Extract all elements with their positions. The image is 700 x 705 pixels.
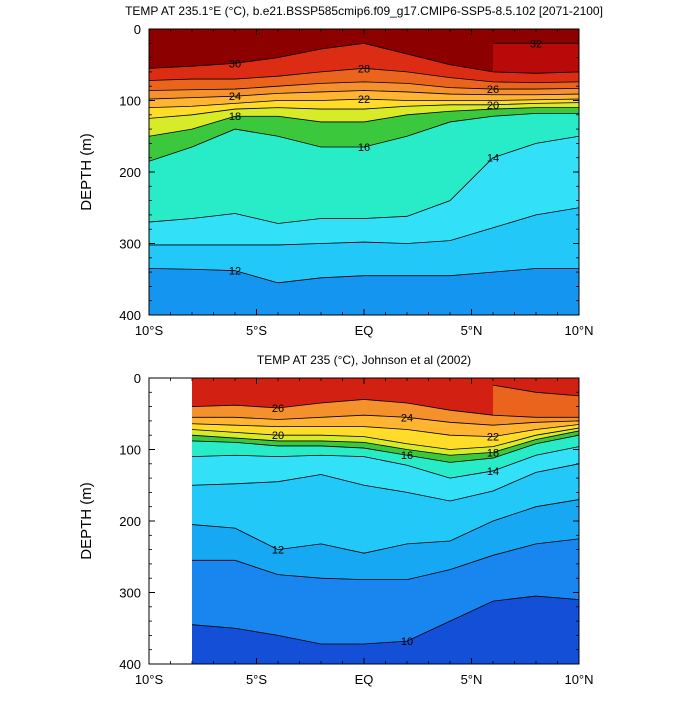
y-tick-label: 400 — [119, 308, 141, 323]
contour-label: 22 — [487, 432, 499, 444]
x-tick-label: 10°N — [564, 672, 593, 687]
isotherm-26 — [149, 81, 579, 91]
contour-label: 14 — [487, 466, 499, 478]
isotherm-12 — [149, 268, 579, 284]
contour-label: 20 — [487, 100, 499, 112]
y-tick-label: 300 — [119, 237, 141, 252]
isotherm-22 — [149, 98, 579, 109]
x-tick-label: 5°N — [461, 672, 483, 687]
contour-label: 24 — [401, 412, 413, 424]
isotherm-18 — [149, 107, 579, 137]
isotherm-30 — [149, 42, 579, 74]
y-tick-label: 200 — [119, 514, 141, 529]
isotherm-28 — [149, 67, 579, 84]
isotherm-16 — [149, 112, 579, 162]
contour-labels: 26 24 22 20 16 14 12 10 18 — [272, 403, 499, 648]
contour-label: 16 — [358, 142, 370, 154]
contour-label: 12 — [272, 545, 284, 557]
x-tick-label: 10°N — [564, 323, 593, 338]
contour-label: 26 — [487, 84, 499, 96]
chart-panel-1: 30 28 26 24 22 20 18 16 14 12 32 TEMP AT 235.1°E (°… — [78, 4, 603, 338]
isotherm-11 — [192, 538, 579, 581]
contour-label: 22 — [358, 94, 370, 106]
isotherm-14 — [149, 135, 579, 224]
contour-label: 30 — [229, 58, 241, 70]
y-tick-label: 100 — [119, 443, 141, 458]
contour-label: 18 — [487, 447, 499, 459]
isotherm-13 — [149, 207, 579, 246]
isotherm-10 — [192, 595, 579, 645]
isotherm-22 — [192, 423, 579, 438]
y-tick-label: 100 — [119, 94, 141, 109]
contour-label: 12 — [229, 266, 241, 278]
y-axis-label: DEPTH (m) — [78, 482, 95, 560]
isotherm-24 — [149, 90, 579, 100]
y-tick-label: 0 — [134, 22, 141, 37]
y-tick-label: 200 — [119, 165, 141, 180]
y-axis-label: DEPTH (m) — [78, 133, 95, 211]
isotherm-12 — [192, 499, 579, 554]
y-tick-label: 300 — [119, 586, 141, 601]
contour-label: 20 — [272, 430, 284, 442]
contour-labels: 30 28 26 24 22 20 18 16 14 12 32 — [229, 38, 542, 277]
contour-label: 24 — [229, 91, 241, 103]
band-below-10 — [192, 596, 579, 664]
chart-title: TEMP AT 235 (°C), Johnson et al (2002) — [257, 353, 471, 367]
contour-label: 16 — [401, 450, 413, 462]
contour-label: 32 — [530, 38, 542, 50]
isotherm-18 — [192, 430, 579, 456]
chart-panel-2: 26 24 22 20 16 14 12 10 18 TEMP AT 235 (°C), John… — [78, 353, 594, 687]
isotherm-13 — [192, 463, 579, 502]
contour-lines — [149, 42, 579, 284]
x-tick-label: EQ — [355, 672, 374, 687]
x-tick-label: 10°S — [135, 672, 164, 687]
x-tick-label: 10°S — [135, 323, 164, 338]
x-tick-label: 5°S — [246, 672, 267, 687]
isotherm-28 — [492, 384, 579, 397]
contour-label: 26 — [272, 403, 284, 415]
contour-label: 28 — [358, 63, 370, 75]
contour-fills — [192, 378, 579, 664]
contour-label: 18 — [229, 111, 241, 123]
x-tick-label: 5°S — [246, 323, 267, 338]
band-below-12 — [149, 268, 579, 315]
isotherm-14 — [192, 446, 579, 479]
contour-label: 14 — [487, 153, 499, 165]
isotherm-16 — [192, 434, 579, 463]
x-tick-label: 5°N — [461, 323, 483, 338]
y-tick-label: 0 — [134, 371, 141, 386]
y-tick-label: 400 — [119, 657, 141, 672]
chart-title: TEMP AT 235.1°E (°C), b.e21.BSSP585cmip6… — [125, 4, 603, 18]
contour-label: 10 — [401, 636, 413, 648]
isotherm-24 — [192, 414, 579, 426]
isotherm-20 — [149, 102, 579, 119]
isotherm-20 — [192, 427, 579, 450]
contour-lines — [192, 384, 579, 645]
isotherm-26 — [192, 399, 579, 418]
x-tick-label: EQ — [355, 323, 374, 338]
